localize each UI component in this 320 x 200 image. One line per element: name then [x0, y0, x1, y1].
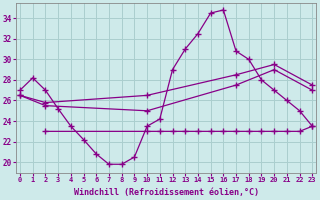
X-axis label: Windchill (Refroidissement éolien,°C): Windchill (Refroidissement éolien,°C)	[74, 188, 259, 197]
